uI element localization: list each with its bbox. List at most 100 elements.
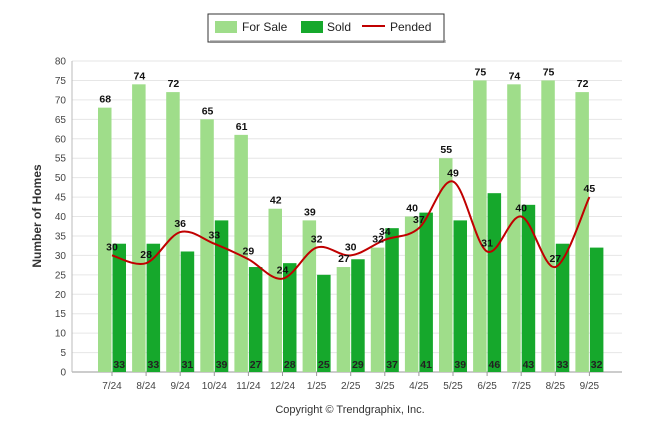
bar-sold [589,247,604,372]
y-tick-label: 40 [55,212,67,223]
bar-for-sale [370,247,385,372]
legend: For Sale Sold Pended [207,13,446,43]
y-axis-title: Number of Homes [30,164,44,268]
legend-swatch-for-sale [215,21,237,33]
y-tick-label: 55 [55,154,67,165]
x-tick-label: 5/25 [443,381,463,392]
y-tick-label: 30 [55,251,67,262]
label-sold: 39 [216,359,228,371]
x-tick-label: 3/25 [375,381,395,392]
label-sold: 29 [352,359,364,371]
y-tick-label: 15 [55,309,67,320]
x-tick-label: 6/25 [477,381,497,392]
label-for-sale: 72 [168,78,180,90]
x-tick-label: 10/24 [202,381,227,392]
y-tick-label: 60 [55,134,67,145]
y-tick-label: 5 [60,348,66,359]
y-tick-label: 65 [55,115,67,126]
bar-sold [521,204,536,372]
bar-for-sale [302,220,317,372]
pended-line [111,180,591,280]
legend-label-for-sale: For Sale [242,20,288,34]
label-sold: 43 [523,359,535,371]
label-for-sale: 74 [134,70,146,82]
y-tick-label: 35 [55,231,67,242]
bar-for-sale [200,119,214,372]
label-sold: 41 [420,359,432,371]
label-pended: 40 [515,203,527,215]
label-pended: 33 [208,230,220,242]
bar-for-sale [98,107,112,373]
bar-sold [214,220,229,372]
x-tick-label: 12/24 [270,381,295,392]
label-pended: 45 [584,183,596,195]
bar-for-sale [268,208,282,372]
label-for-sale: 42 [270,195,282,207]
label-sold: 31 [182,359,194,371]
bar-sold [317,274,331,372]
legend-label-sold: Sold [327,20,351,34]
x-tick-label: 8/24 [136,381,156,392]
y-tick-label: 70 [55,95,67,106]
label-pended: 36 [174,218,186,230]
y-tick-label: 80 [55,57,67,68]
label-sold: 39 [454,359,466,371]
bar-sold [180,251,195,372]
label-sold: 28 [284,359,296,371]
label-for-sale: 27 [338,253,350,265]
bar-sold [112,243,126,372]
y-axis: 0 5 10 15 20 25 30 35 40 45 50 55 60 65 70 75 80 [55,57,73,379]
pended-line-layer [111,180,591,280]
x-tick-label: 7/24 [102,381,122,392]
x-axis: 7/24 8/24 9/24 10/24 11/24 12/24 1/25 2/25 3/25 4… [102,372,600,392]
bar-for-sale [507,84,521,372]
legend-box [207,13,445,43]
bar-sold [146,243,161,372]
bar-sold [385,228,399,372]
label-for-sale: 40 [406,203,418,215]
label-pended: 30 [345,241,357,253]
bar-for-sale [166,92,180,372]
label-for-sale: 39 [304,206,316,218]
x-tick-label: 8/25 [546,381,566,392]
bar-sold [248,267,263,372]
label-for-sale: 68 [99,94,111,106]
label-for-sale: 55 [440,144,452,156]
bar-for-sale [473,80,487,372]
label-pended: 27 [549,253,561,265]
bar-for-sale [439,158,453,372]
label-sold: 33 [148,359,160,371]
label-pended: 34 [379,226,391,238]
y-tick-label: 45 [55,193,67,204]
bar-sold [283,263,297,372]
bar-sold [419,212,433,372]
bar-for-sale [541,80,555,372]
legend-label-pended: Pended [390,20,431,34]
label-pended: 37 [413,214,425,226]
label-pended: 29 [243,245,255,257]
y-tick-label: 0 [60,368,66,379]
data-labels: 6833743372316539612742283925272932374041… [99,66,602,371]
bar-for-sale [575,92,589,372]
bar-for-sale [404,216,419,372]
y-tick-label: 25 [55,270,67,281]
label-sold: 46 [489,359,501,371]
label-sold: 25 [318,359,330,371]
y-tick-label: 50 [55,173,67,184]
label-sold: 33 [557,359,569,371]
label-for-sale: 75 [475,66,487,78]
legend-swatch-sold [301,21,323,33]
x-tick-label: 1/25 [307,381,327,392]
y-tick-label: 20 [55,290,67,301]
bar-for-sale [336,267,351,372]
x-tick-label: 4/25 [409,381,429,392]
label-sold: 33 [113,359,125,371]
x-tick-label: 7/25 [511,381,531,392]
x-tick-label: 2/25 [341,381,361,392]
label-for-sale: 65 [202,105,214,117]
bar-for-sale [234,134,248,372]
legend-shadow [210,40,446,43]
bar-sold [555,243,570,372]
label-sold: 27 [250,359,262,371]
